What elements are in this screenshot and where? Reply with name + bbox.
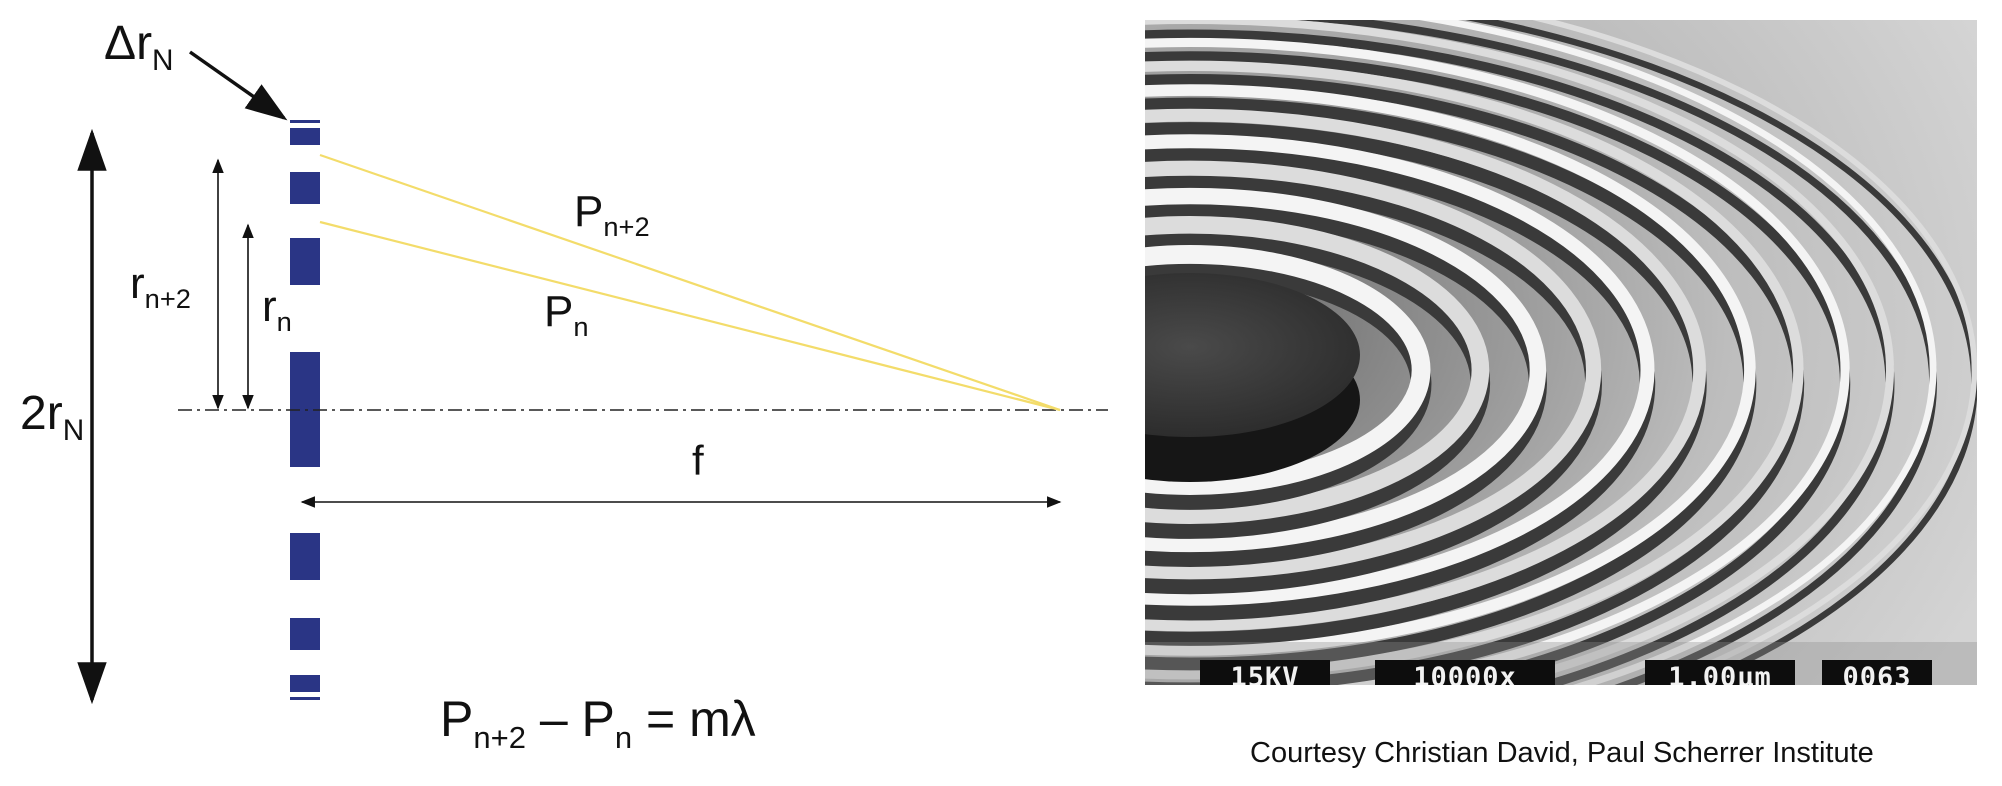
zone-ring-top <box>1145 134 1655 606</box>
path-difference-equation: Pn+2 – Pn = mλ <box>440 691 756 755</box>
sem-voltage: 15KV <box>1200 660 1330 685</box>
ray-p-n2 <box>319 153 1061 412</box>
zone-ring-top <box>1145 60 1804 680</box>
zone-ring-top <box>1145 160 1602 580</box>
zone-ring-top <box>1145 84 1756 656</box>
label-r-n2: rn+2 <box>130 259 191 315</box>
zone-ring-top <box>1145 20 1894 685</box>
zone-plate-sem-image <box>1145 20 1977 685</box>
zone-ring-top <box>1145 108 1706 632</box>
zone-ring-top <box>1145 37 1850 685</box>
zone-ring <box>290 618 320 650</box>
zone-plate <box>290 120 320 700</box>
zone-ring <box>290 238 320 285</box>
sem-micrograph: 15KV 10000x 1.00μm 0063 <box>1145 20 1977 685</box>
zone-ring <box>290 172 320 204</box>
central-disc-top <box>1145 273 1360 437</box>
label-focal-length: f <box>692 437 704 484</box>
zone-ring <box>290 697 320 700</box>
label-p-n: Pn <box>544 287 589 343</box>
zone-ring <box>290 675 320 692</box>
zone-ring <box>290 128 320 145</box>
image-credit: Courtesy Christian David, Paul Scherrer … <box>1250 737 1874 769</box>
zone-ring-top <box>1531 20 1977 685</box>
sem-magnification: 10000x <box>1375 660 1555 685</box>
zone-ring <box>290 120 320 123</box>
arrow-delta-rn <box>188 50 288 121</box>
zone-ring-top <box>1418 20 1937 685</box>
zone-ring <box>290 533 320 580</box>
sem-frame-number: 0063 <box>1822 660 1932 685</box>
label-r-n: rn <box>262 282 292 338</box>
zone-ring-top <box>1145 187 1546 553</box>
sem-scale: 1.00μm <box>1645 660 1795 685</box>
label-delta-rn: ΔrN <box>104 17 174 78</box>
zone-plate-diagram <box>77 50 1108 705</box>
label-p-n2: Pn+2 <box>574 187 650 243</box>
zone-ring-top <box>1145 245 1431 495</box>
zone-ring-top <box>1145 216 1490 524</box>
label-2rn: 2rN <box>20 387 85 448</box>
ray-p-n <box>319 220 1061 412</box>
